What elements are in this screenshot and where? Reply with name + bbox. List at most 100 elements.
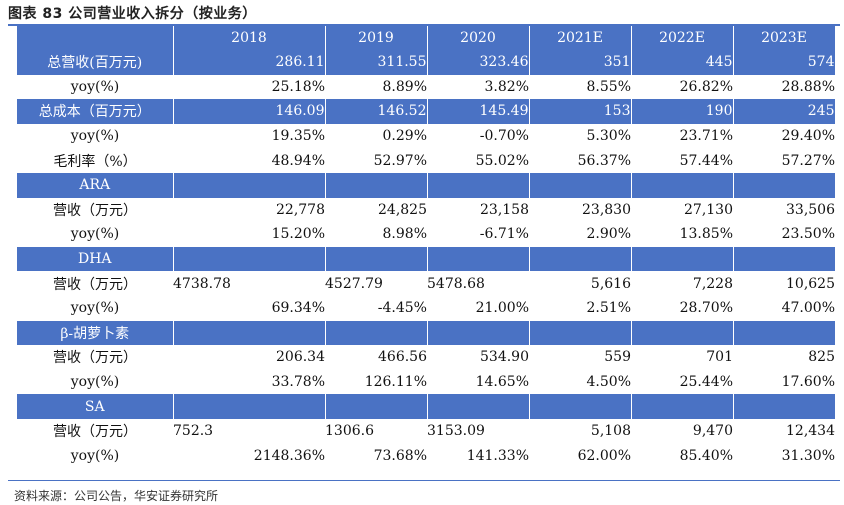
table-cell: 23,830 (529, 197, 631, 223)
table-cell: 8.89% (325, 74, 427, 100)
header-cell-2022e: 2022E (631, 26, 734, 50)
table-cell: 311.55 (325, 50, 428, 75)
table-cell: 5,108 (529, 418, 631, 444)
table-cell: 206.34 (173, 345, 325, 370)
table-cell: 559 (529, 345, 631, 370)
table-cell: 47.00% (733, 295, 835, 321)
table-cell (325, 246, 428, 272)
table-cell: 5.30% (529, 123, 631, 149)
table-row: 毛利率（%） 48.94% 52.97% 55.02% 56.37% 57.44% 57.2… (17, 148, 835, 173)
table-cell: 33.78% (173, 369, 325, 395)
table-cell (733, 394, 836, 419)
table-row: yoy(%) 2148.36% 73.68% 141.33% 62.00% 85.40% 3… (17, 443, 835, 469)
table-cell: 146.09 (173, 99, 326, 124)
table-cell: 52.97% (325, 148, 427, 173)
table-cell: 12,434 (733, 418, 835, 444)
table-cell: 445 (631, 50, 734, 75)
table-cell: -4.45% (325, 295, 427, 321)
table-cell: 29.40% (733, 123, 835, 149)
table-cell: -0.70% (427, 123, 529, 149)
header-cell-2020: 2020 (427, 26, 530, 50)
row-label: yoy(%) (17, 443, 173, 469)
row-label: 营收（万元） (17, 345, 173, 370)
table-cell: 825 (733, 345, 835, 370)
table-cell (427, 394, 530, 419)
table-row: ARA (17, 172, 836, 198)
table-cell: 23.50% (733, 222, 835, 247)
table-row: 营收（万元） 206.34 466.56 534.90 559 701 825 (17, 345, 835, 370)
table-cell: 2.51% (529, 295, 631, 321)
table-cell: 1306.6 (325, 418, 427, 444)
table-cell: 3.82% (427, 74, 529, 100)
table-cell: 55.02% (427, 148, 529, 173)
header-cell-2021e: 2021E (529, 26, 632, 50)
table-cell (427, 320, 530, 346)
table-cell: 574 (733, 50, 836, 75)
row-label: yoy(%) (17, 369, 173, 395)
table-cell: 73.68% (325, 443, 427, 469)
table-cell: 190 (631, 99, 734, 124)
table-cell (631, 320, 734, 346)
table-cell: 69.34% (173, 295, 325, 321)
row-label: β-胡萝卜素 (17, 320, 174, 346)
top-rule (8, 24, 840, 26)
table-row: β-胡萝卜素 (17, 320, 836, 346)
table-cell (173, 246, 326, 272)
table-cell (173, 172, 326, 198)
table-cell: 56.37% (529, 148, 631, 173)
table-header-row: 2018 2019 2020 2021E 2022E 2023E (17, 26, 836, 50)
table-cell (733, 172, 836, 198)
table-cell: 24,825 (325, 197, 427, 223)
table-row: DHA (17, 246, 836, 272)
table-cell: 10,625 (733, 271, 835, 296)
table-cell: 145.49 (427, 99, 530, 124)
table-cell: 245 (733, 99, 836, 124)
table-row: yoy(%) 15.20% 8.98% -6.71% 2.90% 13.85% 23.50% (17, 222, 835, 247)
table-cell: 323.46 (427, 50, 530, 75)
table-cell: 126.11% (325, 369, 427, 395)
table-cell (631, 172, 734, 198)
row-label: SA (17, 394, 174, 419)
table-cell: 85.40% (631, 443, 733, 469)
table-cell (529, 394, 632, 419)
table-cell (529, 320, 632, 346)
table-cell (733, 320, 836, 346)
row-label: 营收（万元） (17, 197, 173, 223)
table-cell: 9,470 (631, 418, 733, 444)
row-label: yoy(%) (17, 74, 173, 100)
table-cell (427, 172, 530, 198)
table-cell: 2148.36% (173, 443, 325, 469)
header-cell-blank (17, 26, 174, 50)
row-label: 总成本（百万元） (17, 99, 174, 124)
table-cell: 23,158 (427, 197, 529, 223)
table-cell: 15.20% (173, 222, 325, 247)
table-cell: 23.71% (631, 123, 733, 149)
table-cell: 48.94% (173, 148, 325, 173)
table-cell: 19.35% (173, 123, 325, 149)
table-cell: 3153.09 (427, 418, 529, 444)
table-cell: 8.55% (529, 74, 631, 100)
table-row: yoy(%) 33.78% 126.11% 14.65% 4.50% 25.44% 17.6… (17, 369, 835, 395)
table-cell (631, 394, 734, 419)
table-row: 营收（万元） 752.3 1306.6 3153.09 5,108 9,470 12,434 (17, 418, 835, 444)
bottom-rule (8, 480, 840, 481)
table-cell: 8.98% (325, 222, 427, 247)
table-cell: 25.18% (173, 74, 325, 100)
table-cell: 22,778 (173, 197, 325, 223)
table-cell: 4527.79 (325, 271, 427, 296)
header-cell-2023e: 2023E (733, 26, 836, 50)
table-row: 营收（万元） 4738.78 4527.79 5478.68 5,616 7,228 10,… (17, 271, 835, 296)
table-cell (529, 246, 632, 272)
table-cell: 28.88% (733, 74, 835, 100)
table-cell: 7,228 (631, 271, 733, 296)
row-label: yoy(%) (17, 123, 173, 149)
table-cell: 25.44% (631, 369, 733, 395)
table-cell (631, 246, 734, 272)
row-label: 营收（万元） (17, 271, 173, 296)
table-row: 总成本（百万元） 146.09 146.52 145.49 153 190 245 (17, 99, 836, 124)
table-cell (173, 320, 326, 346)
table-cell: 14.65% (427, 369, 529, 395)
table-cell: 21.00% (427, 295, 529, 321)
table-cell: 286.11 (173, 50, 326, 75)
row-label: 毛利率（%） (17, 148, 173, 173)
